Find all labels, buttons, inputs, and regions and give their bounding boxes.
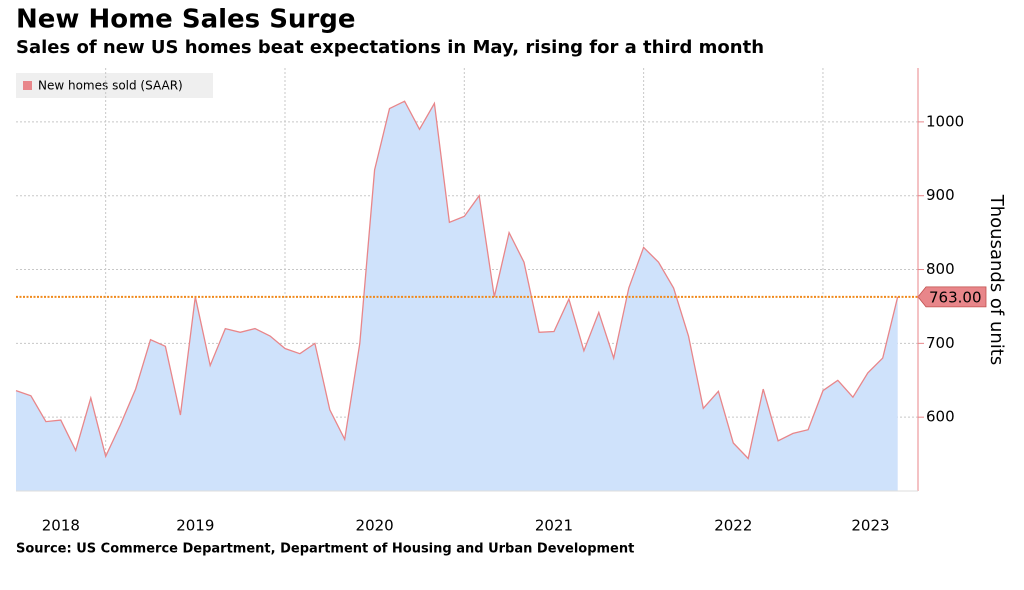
y-tick-label: 700 [926, 334, 955, 352]
x-tick-label: 2023 [851, 517, 889, 535]
y-tick-label: 1000 [926, 112, 964, 130]
chart-title: New Home Sales Surge [16, 5, 356, 35]
chart-subtitle: Sales of new US homes beat expectations … [16, 37, 764, 58]
x-tick-label: 2020 [356, 517, 394, 535]
legend-box [16, 73, 213, 98]
y-tick-label: 900 [926, 186, 955, 204]
y-tick-label: 600 [926, 408, 955, 426]
y-axis-label: Thousands of units [986, 194, 1007, 366]
area [16, 101, 898, 491]
x-tick-label: 2021 [535, 517, 573, 535]
value-label: 763.00 [929, 288, 982, 306]
line [15, 100, 899, 460]
y-tick-label: 800 [926, 260, 955, 278]
source: Source: US Commerce Department, Departme… [16, 542, 634, 557]
x-tick-label: 2018 [42, 517, 80, 535]
x-tick-label: 2022 [714, 517, 752, 535]
legend-label: New homes sold (SAAR) [38, 79, 183, 93]
x-tick-label: 2019 [176, 517, 214, 535]
value-tag [917, 286, 987, 308]
legend-swatch [23, 81, 32, 90]
